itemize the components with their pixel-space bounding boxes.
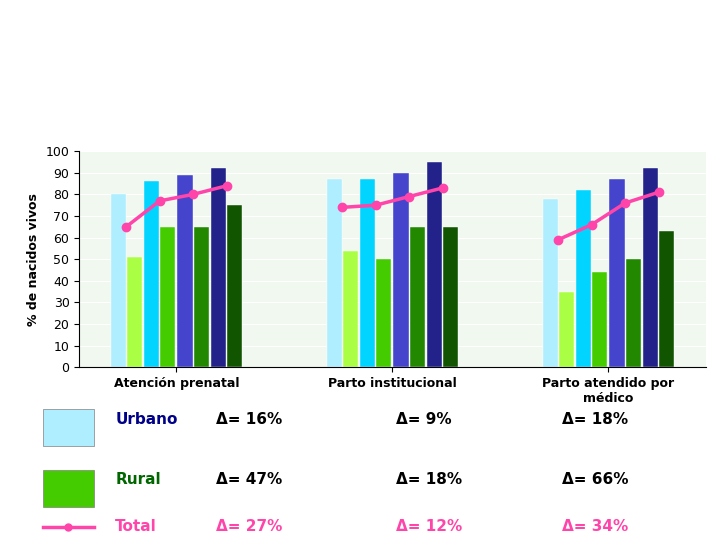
Text: Δ= 47%: Δ= 47% bbox=[216, 472, 282, 487]
Bar bbox=[626, 259, 641, 367]
Text: Urbano: Urbano bbox=[115, 412, 178, 427]
Bar bbox=[443, 227, 458, 367]
Text: Δ= 18%: Δ= 18% bbox=[396, 472, 462, 487]
Bar bbox=[542, 199, 557, 367]
Y-axis label: % de nacidos vivos: % de nacidos vivos bbox=[27, 193, 40, 326]
Bar bbox=[127, 257, 142, 367]
Bar bbox=[576, 190, 591, 367]
Bar bbox=[211, 168, 226, 367]
Bar bbox=[144, 181, 159, 367]
Bar bbox=[177, 175, 193, 367]
Bar bbox=[559, 292, 574, 367]
Bar bbox=[327, 179, 341, 367]
Bar bbox=[609, 179, 624, 367]
Bar bbox=[110, 194, 125, 367]
Bar bbox=[643, 168, 658, 367]
Bar bbox=[410, 227, 425, 367]
Bar bbox=[194, 227, 209, 367]
Bar bbox=[660, 231, 674, 367]
Text: Δ= 27%: Δ= 27% bbox=[216, 519, 282, 534]
Text: tanto en área urbana y rural.: tanto en área urbana y rural. bbox=[180, 118, 540, 142]
Bar bbox=[427, 162, 442, 367]
Text: Total: Total bbox=[115, 519, 157, 534]
Bar bbox=[43, 470, 94, 507]
Bar bbox=[43, 409, 94, 446]
Text: (ENDS 1986, 1990, 1995 y 2000): (ENDS 1986, 1990, 1995 y 2000) bbox=[422, 124, 636, 137]
Bar bbox=[343, 251, 358, 367]
Bar bbox=[360, 179, 375, 367]
Text: Δ= 18%: Δ= 18% bbox=[562, 412, 628, 427]
Text: Δ= 12%: Δ= 12% bbox=[396, 519, 462, 534]
Bar bbox=[160, 227, 176, 367]
Text: Δ= 34%: Δ= 34% bbox=[562, 519, 628, 534]
Text: Δ= 9%: Δ= 9% bbox=[396, 412, 451, 427]
Text: Rural: Rural bbox=[115, 472, 161, 487]
Text: Δ= 66%: Δ= 66% bbox=[562, 472, 628, 487]
Text: institucional y atención médica durante el parto,: institucional y atención médica durante … bbox=[55, 76, 665, 99]
Text: Δ= 16%: Δ= 16% bbox=[216, 412, 282, 427]
Bar bbox=[227, 205, 242, 367]
Text: Incrementó el acceso a atención prenatal, parto: Incrementó el acceso a atención prenatal… bbox=[61, 31, 659, 54]
Bar bbox=[393, 173, 408, 367]
Bar bbox=[376, 259, 392, 367]
Bar bbox=[592, 272, 607, 367]
